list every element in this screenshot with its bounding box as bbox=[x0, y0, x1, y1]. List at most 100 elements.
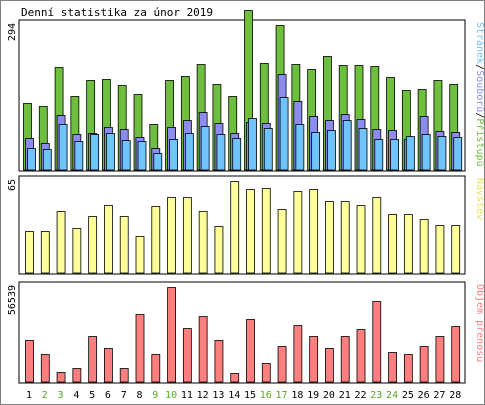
bar-visits-visits_bar-day-10 bbox=[167, 197, 176, 274]
y-max-label-access: 294 bbox=[7, 23, 18, 41]
y-max-label-visits: 65 bbox=[7, 179, 18, 191]
bar-visits-visits_bar-day-24 bbox=[388, 214, 397, 274]
bar-access-hits_bar-day-1 bbox=[27, 148, 36, 171]
bar-access-hits_bar-day-10 bbox=[169, 139, 178, 171]
bar-traffic-traffic_bar-day-7 bbox=[119, 368, 129, 383]
bar-visits-visits_bar-day-13 bbox=[214, 226, 224, 274]
x-tick-label-day-16: 16 bbox=[260, 390, 272, 401]
bar-visits-visits_bar-day-25 bbox=[403, 214, 413, 274]
bar-traffic-traffic_bar-day-18 bbox=[293, 325, 303, 383]
bar-visits-visits_bar-day-8 bbox=[135, 236, 145, 274]
bar-access-hits_bar-day-20 bbox=[327, 130, 336, 171]
bar-visits-visits_bar-day-20 bbox=[325, 201, 334, 274]
bar-traffic-traffic_bar-day-12 bbox=[198, 316, 208, 383]
bar-access-hits_bar-day-9 bbox=[153, 153, 163, 171]
bar-access-hits_bar-day-17 bbox=[279, 97, 289, 171]
legend-access: Stránek/Souborů/Přístupů bbox=[474, 22, 484, 167]
x-tick-label-day-6: 6 bbox=[105, 390, 111, 401]
bar-access-hits_bar-day-15 bbox=[248, 118, 257, 171]
x-tick-label-day-2: 2 bbox=[42, 390, 48, 401]
bar-traffic-traffic_bar-day-11 bbox=[182, 328, 192, 383]
bar-access-hits_bar-day-14 bbox=[232, 138, 242, 171]
bar-traffic-traffic_bar-day-14 bbox=[230, 373, 240, 383]
bar-access-hits_bar-day-24 bbox=[390, 139, 399, 171]
bar-traffic-traffic_bar-day-8 bbox=[135, 314, 145, 383]
bar-access-hits_bar-day-23 bbox=[374, 139, 384, 171]
bar-visits-visits_bar-day-27 bbox=[435, 225, 445, 274]
x-tick-label-day-9: 9 bbox=[152, 390, 158, 401]
bar-visits-visits_bar-day-5 bbox=[88, 216, 98, 274]
x-tick-label-day-28: 28 bbox=[449, 390, 461, 401]
bar-traffic-traffic_bar-day-28 bbox=[451, 326, 461, 383]
bar-visits-visits_bar-day-6 bbox=[104, 205, 113, 274]
x-tick-label-day-5: 5 bbox=[89, 390, 95, 401]
bar-traffic-traffic_bar-day-16 bbox=[261, 363, 271, 383]
x-tick-label-day-26: 26 bbox=[418, 390, 430, 401]
bar-visits-visits_bar-day-26 bbox=[419, 219, 429, 274]
bar-access-hits_bar-day-8 bbox=[137, 141, 147, 171]
bar-traffic-traffic_bar-day-2 bbox=[40, 354, 50, 383]
y-max-label-traffic: 56539 bbox=[7, 285, 18, 315]
legend-entry-access-4: Přístupů bbox=[474, 118, 484, 166]
x-tick-label-day-14: 14 bbox=[228, 390, 240, 401]
legend-entry-access-3: / bbox=[474, 112, 484, 118]
bar-access-hits_bar-day-18 bbox=[295, 124, 305, 171]
x-tick-label-day-13: 13 bbox=[212, 390, 224, 401]
x-tick-label-day-22: 22 bbox=[354, 390, 366, 401]
bar-access-hits_bar-day-16 bbox=[263, 128, 273, 171]
bar-traffic-traffic_bar-day-6 bbox=[104, 348, 113, 383]
bar-visits-visits_bar-day-23 bbox=[372, 197, 382, 274]
bar-visits-visits_bar-day-3 bbox=[56, 211, 66, 274]
bar-traffic-traffic_bar-day-5 bbox=[88, 336, 98, 383]
bar-traffic-traffic_bar-day-27 bbox=[435, 336, 445, 383]
x-tick-label-day-21: 21 bbox=[339, 390, 351, 401]
bar-visits-visits_bar-day-4 bbox=[72, 228, 82, 274]
bar-traffic-traffic_bar-day-23 bbox=[372, 301, 382, 383]
x-tick-label-day-20: 20 bbox=[323, 390, 335, 401]
bar-traffic-traffic_bar-day-1 bbox=[25, 340, 34, 383]
bar-access-hits_bar-day-13 bbox=[216, 134, 226, 171]
bar-visits-visits_bar-day-15 bbox=[246, 189, 255, 274]
x-tick-label-day-25: 25 bbox=[402, 390, 414, 401]
bar-traffic-traffic_bar-day-3 bbox=[56, 372, 66, 383]
bar-traffic-traffic_bar-day-15 bbox=[246, 319, 255, 383]
bar-access-hits_bar-day-19 bbox=[311, 132, 321, 171]
bar-traffic-traffic_bar-day-26 bbox=[419, 346, 429, 383]
bar-traffic-traffic_bar-day-25 bbox=[403, 354, 413, 383]
x-tick-label-day-23: 23 bbox=[370, 390, 382, 401]
bar-access-hits_bar-day-3 bbox=[58, 124, 68, 171]
legend-entry-traffic-0: Objem přenosu bbox=[474, 284, 484, 362]
bar-access-hits_bar-day-5 bbox=[90, 134, 100, 171]
panel-access: 294 Stránek/Souborů/Přístupů bbox=[7, 10, 484, 172]
panel-traffic: 56539 Objem přenosu bbox=[7, 281, 484, 384]
bar-traffic-traffic_bar-day-24 bbox=[388, 352, 397, 383]
bar-visits-visits_bar-day-18 bbox=[293, 191, 303, 274]
bar-access-hits_bar-day-28 bbox=[453, 137, 463, 171]
bar-access-hits_bar-day-27 bbox=[437, 136, 447, 171]
x-tick-label-day-17: 17 bbox=[276, 390, 288, 401]
bar-traffic-traffic_bar-day-17 bbox=[277, 346, 287, 383]
bar-visits-visits_bar-day-7 bbox=[119, 216, 129, 274]
bar-traffic-traffic_bar-day-21 bbox=[340, 336, 350, 383]
bar-visits-visits_bar-day-9 bbox=[151, 206, 161, 274]
bar-access-hits_bar-day-12 bbox=[200, 126, 210, 171]
x-tick-label-day-1: 1 bbox=[26, 390, 32, 401]
legend-entry-visits-0: Návštěv bbox=[474, 178, 484, 220]
bar-traffic-traffic_bar-day-9 bbox=[151, 354, 161, 383]
x-tick-label-day-24: 24 bbox=[386, 390, 398, 401]
x-tick-label-day-18: 18 bbox=[291, 390, 303, 401]
x-tick-label-day-15: 15 bbox=[244, 390, 256, 401]
bar-visits-visits_bar-day-12 bbox=[198, 211, 208, 274]
x-tick-label-day-12: 12 bbox=[197, 390, 209, 401]
bar-access-hits_bar-day-4 bbox=[74, 141, 84, 171]
bar-visits-visits_bar-day-16 bbox=[261, 188, 271, 274]
x-tick-label-day-8: 8 bbox=[136, 390, 142, 401]
chart-title: Denní statistika za únor 2019 bbox=[21, 6, 213, 19]
legend-visits: Návštěv bbox=[474, 178, 484, 220]
x-tick-label-day-11: 11 bbox=[181, 390, 193, 401]
bar-visits-visits_bar-day-17 bbox=[277, 209, 287, 274]
bar-traffic-traffic_bar-day-22 bbox=[356, 329, 366, 383]
legend-entry-access-0: Stránek bbox=[474, 22, 484, 64]
